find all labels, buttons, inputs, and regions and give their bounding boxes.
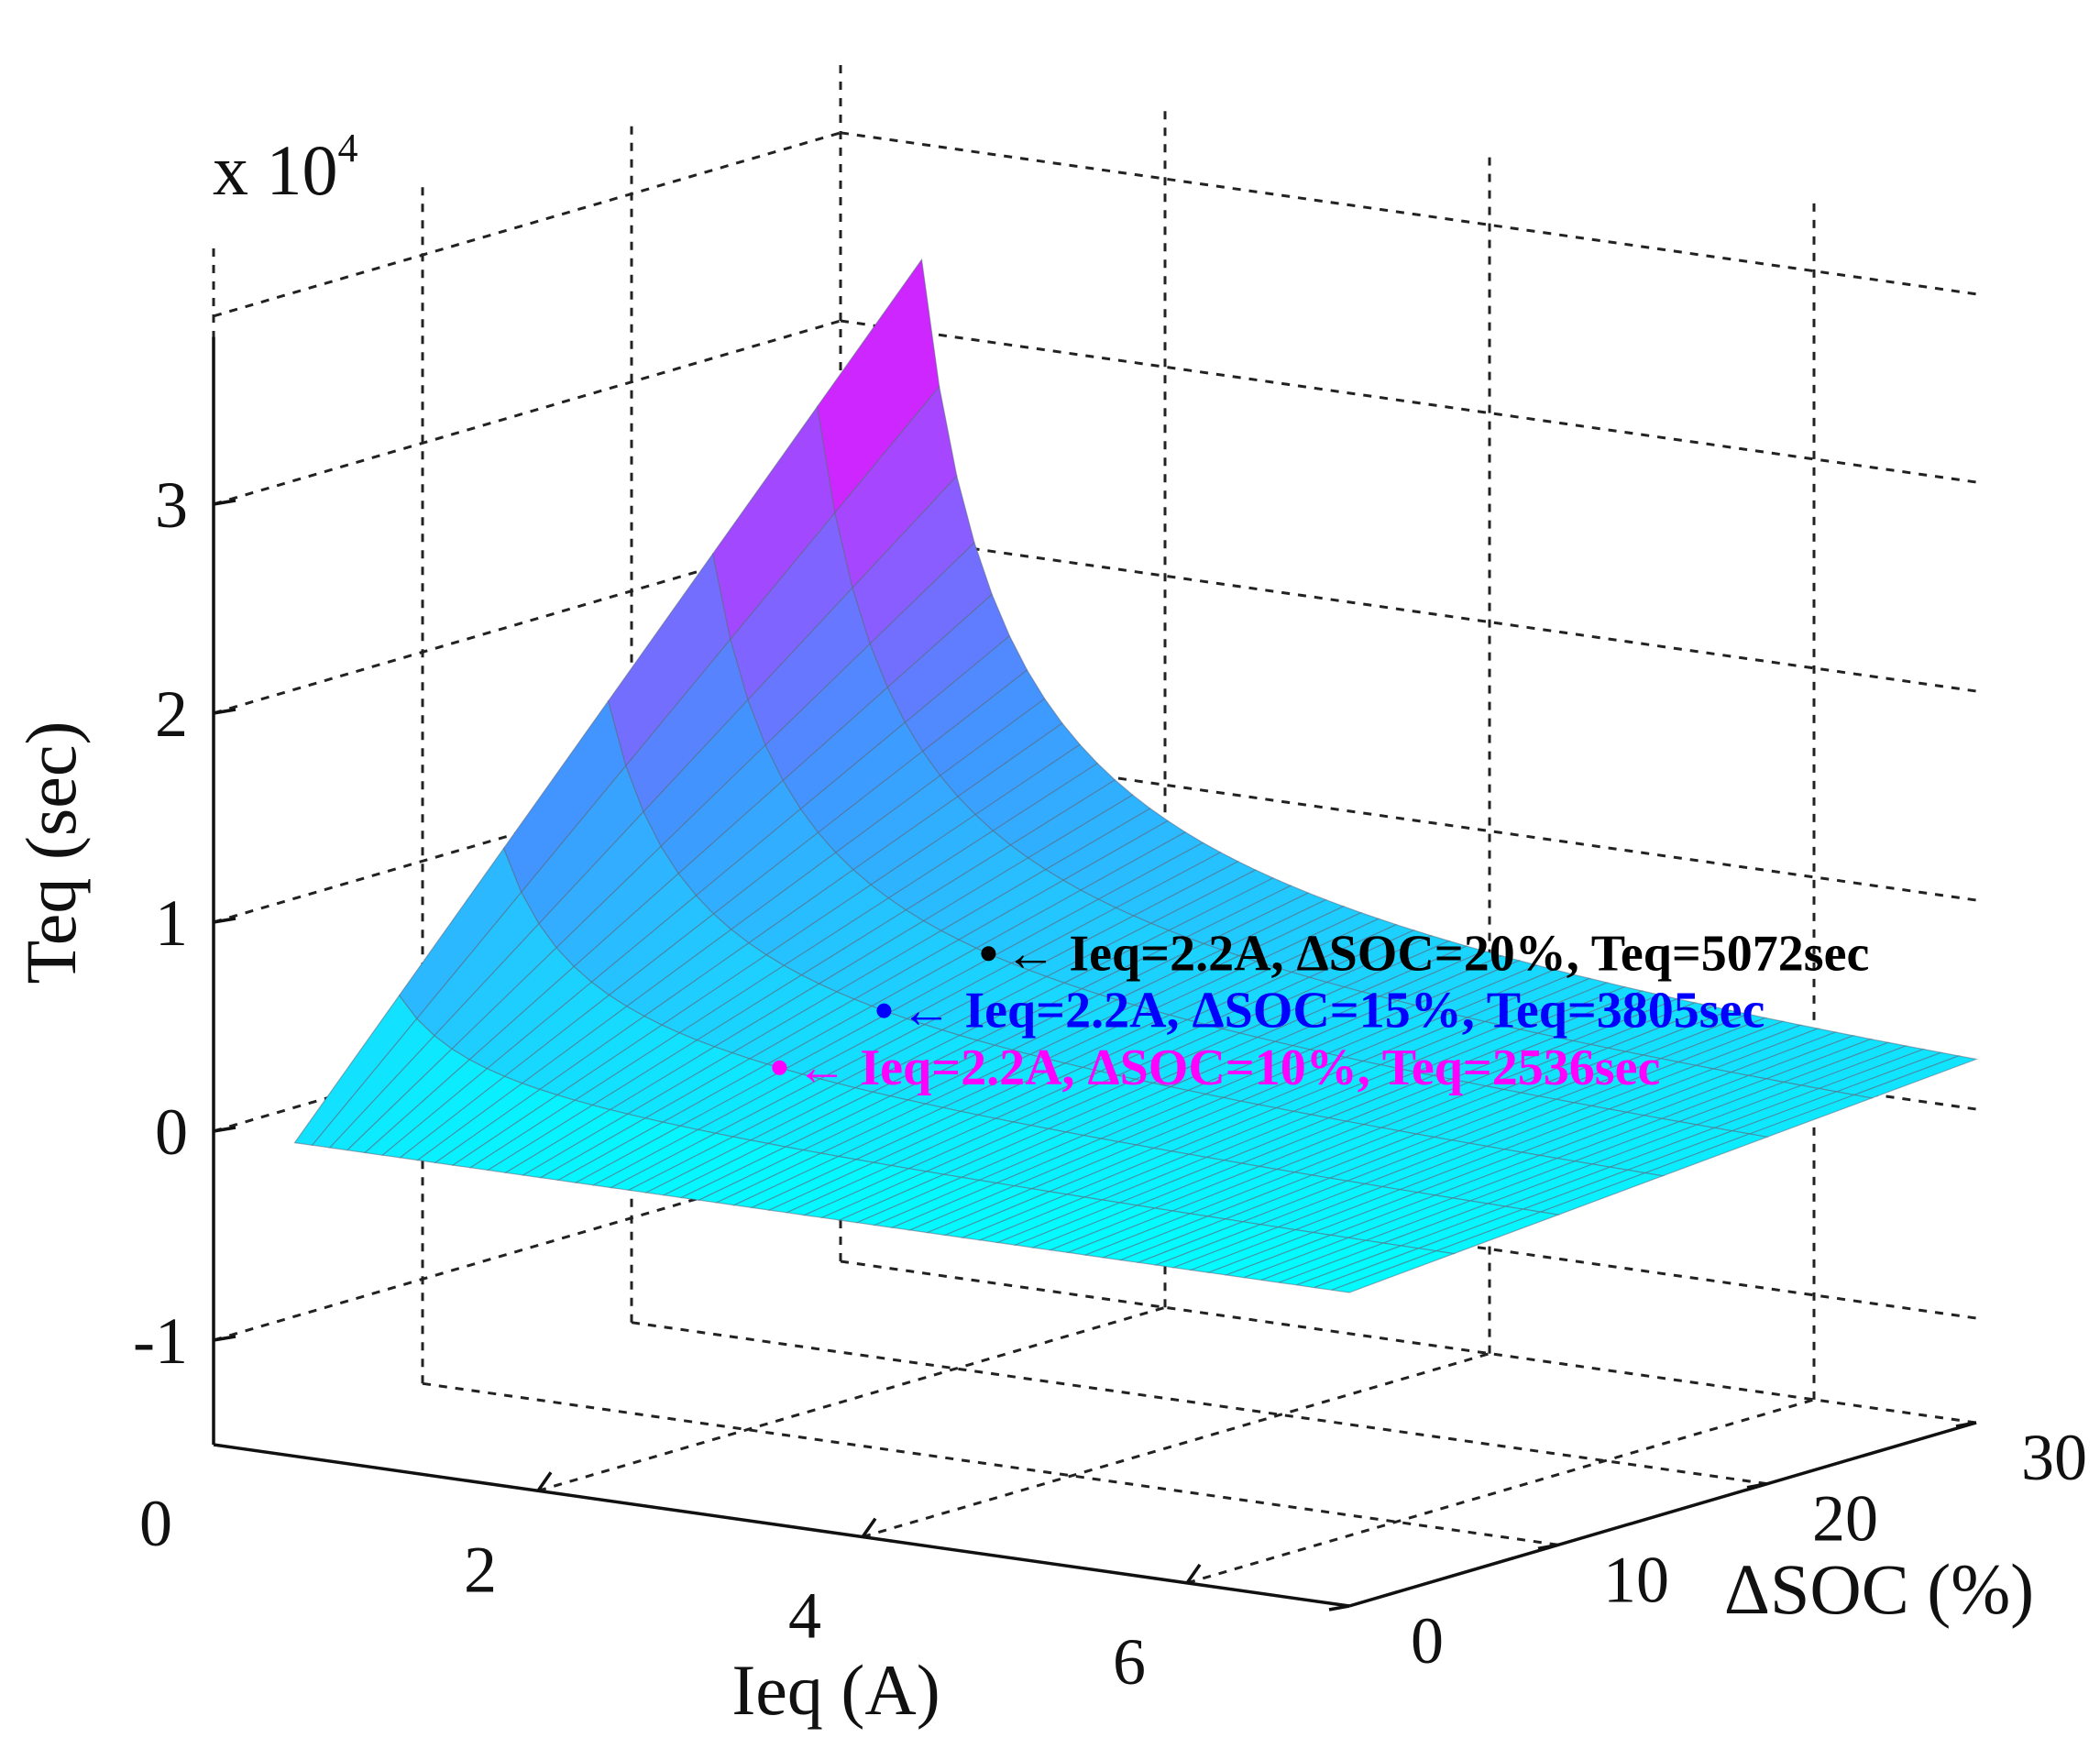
back-wall-grid-z bbox=[840, 319, 1977, 484]
z-axis-label: Teq (sec) bbox=[11, 721, 91, 984]
z-tick-mark bbox=[213, 917, 236, 924]
back-wall-grid-z bbox=[840, 131, 1977, 296]
z-tick-mark bbox=[213, 1335, 236, 1342]
z-tick-label: 3 bbox=[155, 468, 188, 542]
z-multiplier-label: x 104 bbox=[213, 126, 358, 210]
z-tick-label: -1 bbox=[133, 1304, 188, 1378]
x-tick-mark bbox=[861, 1517, 877, 1538]
floor-grid-y bbox=[631, 1321, 1768, 1486]
z-exponent: 4 bbox=[338, 126, 358, 170]
y-tick-mark bbox=[1328, 1604, 1350, 1612]
y-tick-label: 20 bbox=[1812, 1482, 1878, 1556]
side-wall-grid-z bbox=[213, 319, 841, 506]
annotation-marker bbox=[876, 1003, 892, 1018]
z-tick-label: 0 bbox=[155, 1095, 188, 1169]
surface-patch bbox=[1331, 1250, 1457, 1293]
annotation-label: ← Ieq=2.2A, ΔSOC=15%, Teq=3805sec bbox=[900, 983, 1765, 1040]
x-tick-label: 2 bbox=[464, 1533, 497, 1606]
floor-grid-y bbox=[840, 1260, 1977, 1424]
x-axis-label: Ieq (A) bbox=[731, 1650, 940, 1730]
floor-grid-y bbox=[422, 1381, 1559, 1546]
floor-grid-x bbox=[1186, 1398, 1815, 1585]
annotation-marker bbox=[772, 1060, 787, 1075]
z-tick-label: 1 bbox=[155, 886, 188, 960]
z-tick-label: 2 bbox=[155, 677, 188, 751]
y-tick-mark bbox=[1746, 1481, 1768, 1490]
z-tick-mark bbox=[213, 708, 236, 715]
annotation-label: ← Ieq=2.2A, ΔSOC=20%, Teq=5072sec bbox=[1005, 925, 1869, 982]
y-tick-label: 0 bbox=[1411, 1604, 1444, 1678]
floor-grid-x bbox=[537, 1305, 1166, 1492]
y-tick-mark bbox=[1955, 1421, 1977, 1428]
y-axis-label: ΔSOC (%) bbox=[1724, 1549, 2034, 1629]
annotation-label: ← Ieq=2.2A, ΔSOC=10%, Teq=2536sec bbox=[796, 1040, 1660, 1096]
y-tick-mark bbox=[1537, 1543, 1559, 1551]
annotations: ← Ieq=2.2A, ΔSOC=20%, Teq=5072sec← Ieq=2… bbox=[772, 925, 1869, 1096]
x-tick-label: 6 bbox=[1113, 1625, 1146, 1699]
x-axis-line bbox=[213, 1443, 1350, 1608]
annotation-marker bbox=[981, 946, 996, 962]
surface-plot bbox=[293, 258, 1979, 1293]
y-axis-line bbox=[1348, 1421, 1977, 1608]
y-tick-label: 30 bbox=[2021, 1421, 2087, 1494]
z-tick-mark bbox=[213, 1126, 236, 1133]
x-tick-label: 4 bbox=[788, 1579, 821, 1653]
x-tick-mark bbox=[1185, 1563, 1202, 1584]
x-tick-label: 0 bbox=[139, 1487, 172, 1560]
x-tick-mark bbox=[536, 1471, 553, 1492]
y-tick-label: 10 bbox=[1603, 1543, 1669, 1616]
floor-grid-x bbox=[862, 1352, 1490, 1539]
z-tick-mark bbox=[213, 499, 236, 506]
